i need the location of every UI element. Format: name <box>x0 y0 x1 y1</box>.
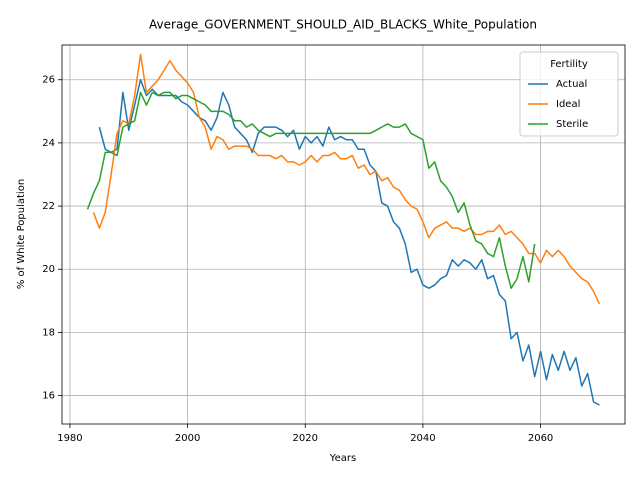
y-tick-label: 22 <box>42 201 55 212</box>
y-axis-label: % of White Population <box>16 179 27 289</box>
legend-label: Actual <box>556 79 587 90</box>
x-tick-label: 2000 <box>175 433 200 444</box>
data-line <box>98 78 600 406</box>
legend-title: Fertility <box>550 59 588 70</box>
data-line <box>86 91 536 289</box>
legend-label: Sterile <box>556 119 588 130</box>
data-line <box>92 53 601 305</box>
legend-box <box>519 51 619 137</box>
x-tick-label: 1980 <box>57 433 82 444</box>
x-tick-label: 2040 <box>410 433 435 444</box>
y-tick-label: 20 <box>42 264 55 275</box>
y-tick-label: 24 <box>42 138 55 149</box>
plot-frame <box>61 44 626 425</box>
y-tick-label: 26 <box>42 75 55 86</box>
x-tick-label: 2060 <box>528 433 553 444</box>
chart-title: Average_GOVERNMENT_SHOULD_AID_BLACKS_Whi… <box>149 18 537 32</box>
legend-label: Ideal <box>556 99 580 110</box>
y-tick-label: 16 <box>42 391 55 402</box>
y-tick-label: 18 <box>42 327 55 338</box>
x-tick-label: 2020 <box>293 433 318 444</box>
x-axis-label: Years <box>329 453 356 464</box>
